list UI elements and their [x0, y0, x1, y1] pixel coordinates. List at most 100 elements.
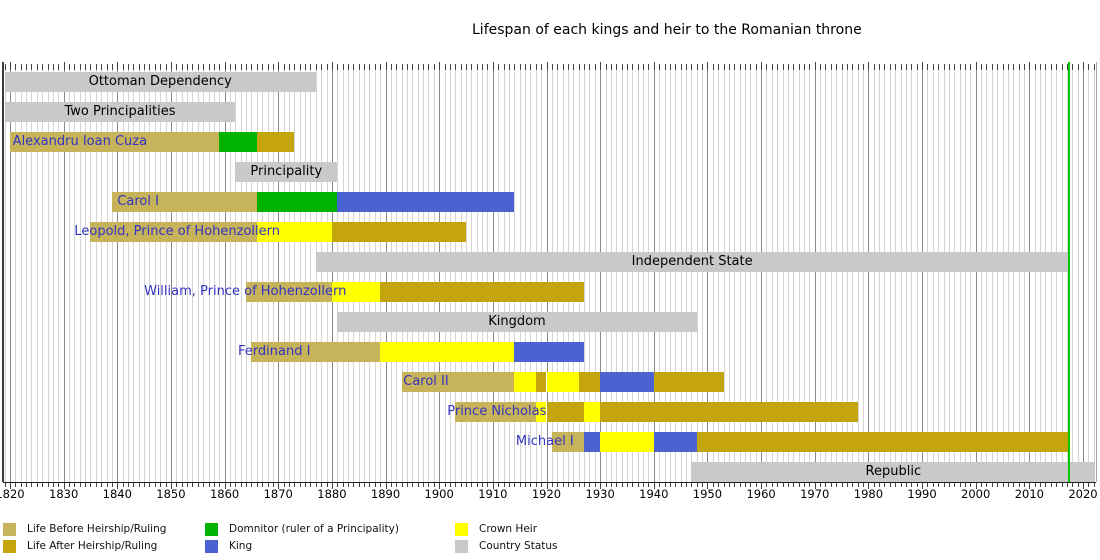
gridline-year [455, 70, 457, 482]
life-bar-segment-king [653, 432, 697, 452]
gridline-decade [868, 70, 870, 482]
axis-tick-label: 1890 [370, 487, 401, 501]
life-bar-segment-before [455, 402, 536, 422]
axis-tick-top [138, 64, 140, 70]
life-bar-segment-after [535, 372, 547, 392]
gridline-year [938, 70, 940, 482]
gridline-year [541, 70, 543, 482]
axis-tick-top [594, 64, 596, 70]
axis-tick-bottom [825, 483, 827, 487]
axis-tick-bottom [605, 483, 607, 487]
person-label: Prince Nicholas [447, 404, 547, 419]
gridline-year [675, 70, 677, 482]
axis-tick-top [235, 64, 237, 70]
axis-tick-top [669, 64, 671, 70]
axis-tick-bottom [734, 483, 736, 487]
gridline-year [911, 70, 913, 482]
gridline-year [74, 70, 76, 482]
axis-tick-bottom [530, 483, 532, 487]
life-bar-segment-heir [380, 342, 515, 362]
axis-tick-top [557, 64, 559, 70]
axis-tick-bottom [385, 483, 387, 489]
axis-tick-bottom [15, 483, 17, 487]
gridline-year [380, 70, 382, 482]
axis-tick-top [771, 64, 773, 70]
axis-tick-top [428, 64, 430, 70]
axis-tick-bottom [1034, 483, 1036, 487]
gridline-year [347, 70, 349, 482]
axis-tick-top [278, 62, 280, 70]
axis-tick-top [825, 64, 827, 70]
axis-tick-bottom [407, 483, 408, 487]
gridline-year [889, 70, 891, 482]
gridline-year [551, 70, 553, 482]
plot-right-border [1096, 62, 1097, 482]
gridline-year [235, 70, 237, 482]
axis-tick-bottom [187, 483, 189, 487]
axis-tick-bottom [755, 483, 757, 487]
axis-tick-bottom [390, 483, 392, 487]
status-bar [235, 162, 338, 182]
axis-tick-bottom [884, 483, 886, 487]
axis-tick-bottom [192, 483, 194, 487]
gridline-year [176, 70, 178, 482]
life-bar-segment-after [653, 372, 724, 392]
axis-tick-top [326, 64, 328, 70]
axis-tick-bottom [342, 483, 344, 487]
axis-tick-top [1002, 64, 1004, 70]
life-bar-segment-heir [546, 372, 579, 392]
person-label: Leopold, Prince of Hohenzollern [74, 224, 280, 239]
life-bar-segment-king [600, 372, 654, 392]
life-bar-segment-after [600, 402, 858, 422]
status-label: Two Principalities [64, 104, 176, 119]
axis-tick-bottom [487, 483, 489, 487]
axis-tick-top [369, 64, 371, 70]
axis-tick-bottom [1083, 483, 1084, 489]
axis-tick-top [589, 64, 591, 70]
gridline-year [718, 70, 720, 482]
gridline-year [4, 70, 6, 482]
axis-tick-bottom [47, 483, 49, 487]
axis-tick-top [1077, 64, 1079, 70]
gridline-year [476, 70, 478, 482]
axis-tick-bottom [85, 483, 87, 487]
axis-tick-top [10, 62, 11, 70]
axis-tick-bottom [1040, 483, 1042, 487]
gridline-year [739, 70, 741, 482]
gridline-year [364, 70, 366, 482]
gridline-year [605, 70, 607, 482]
axis-tick-top [385, 62, 387, 70]
gridline-year [111, 70, 113, 482]
axis-tick-top [1066, 64, 1068, 70]
life-bar-segment-before [251, 342, 381, 362]
gridline-year [305, 70, 307, 482]
axis-tick-top [830, 64, 832, 70]
axis-tick-bottom [181, 483, 183, 487]
axis-tick-top [712, 64, 714, 70]
gridline-year [160, 70, 162, 482]
axis-tick-top [133, 64, 135, 70]
axis-tick-bottom [1007, 483, 1009, 487]
gridline-year [846, 70, 848, 482]
gridline-year [927, 70, 929, 482]
gridline-year [685, 70, 687, 482]
axis-tick-bottom [948, 483, 950, 487]
life-bar-segment-before [10, 132, 220, 152]
gridline-decade [1029, 70, 1031, 482]
axis-tick-bottom [911, 483, 913, 487]
axis-tick-bottom [551, 483, 553, 487]
axis-tick-top [85, 64, 87, 70]
life-bar-segment-before [551, 432, 585, 452]
axis-tick-label: 1880 [317, 487, 347, 501]
axis-tick-bottom [95, 483, 97, 487]
axis-tick-top [439, 62, 441, 70]
axis-tick-top [621, 64, 623, 70]
axis-tick-top [562, 64, 564, 70]
axis-tick-top [836, 64, 838, 70]
gridline-year [771, 70, 773, 482]
gridline-decade [385, 70, 387, 482]
axis-tick-bottom [471, 483, 473, 487]
axis-tick-bottom [922, 483, 924, 489]
gridline-year [1050, 70, 1052, 482]
gridline-year [133, 70, 135, 482]
